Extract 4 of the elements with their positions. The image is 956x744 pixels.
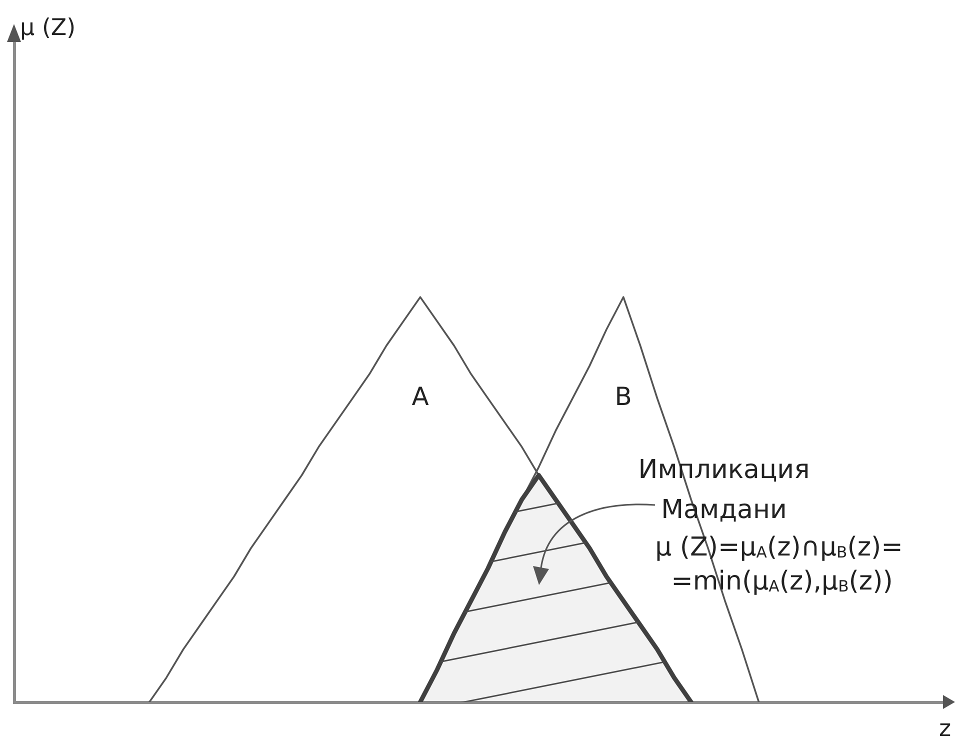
- series-label: B: [614, 382, 632, 411]
- series-label: A: [412, 382, 429, 411]
- text: μ (Z): [20, 14, 76, 43]
- x-axis-title: z: [938, 716, 952, 742]
